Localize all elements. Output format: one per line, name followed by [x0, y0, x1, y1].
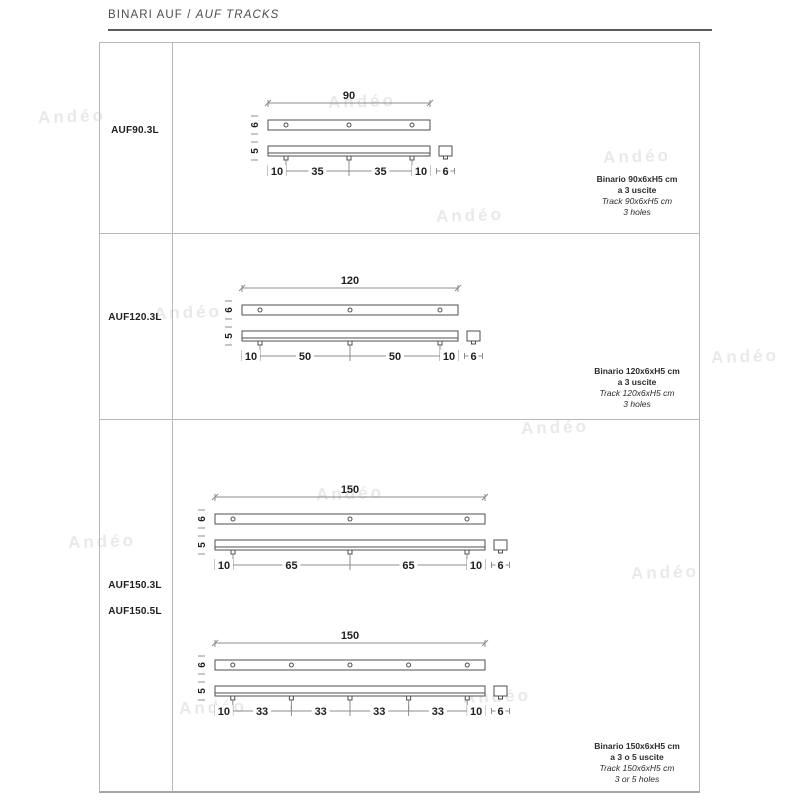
product-description: Binario 90x6xH5 cm a 3 uscite Track 90x6xH…: [560, 174, 714, 218]
description-line: 3 holes: [623, 207, 651, 217]
title-secondary: AUF TRACKS: [195, 9, 280, 21]
brand-watermark: Andéo: [710, 345, 780, 368]
product-code: AUF150.5L: [108, 606, 162, 617]
page-title: BINARI AUF / AUF TRACKS: [108, 9, 279, 21]
product-code: AUF90.3L: [111, 125, 159, 136]
column-divider: [172, 43, 173, 791]
title-separator: /: [182, 9, 196, 21]
description-line: 3 or 5 holes: [614, 774, 660, 784]
description-line: a 3 o 5 uscite: [610, 752, 664, 762]
description-line: Track 90x6xH5 cm: [601, 196, 673, 206]
title-rule: [108, 29, 712, 31]
description-line: Binario 90x6xH5 cm: [596, 174, 678, 184]
description-line: 3 holes: [623, 399, 651, 409]
description-line: Track 120x6xH5 cm: [599, 388, 675, 398]
row-divider: [100, 419, 699, 420]
description-line: Binario 150x6xH5 cm: [594, 741, 680, 751]
row-divider: [100, 233, 699, 234]
description-line: a 3 uscite: [617, 377, 657, 387]
product-description: Binario 150x6xH5 cm a 3 o 5 uscite Track 1…: [560, 741, 714, 785]
description-line: Binario 120x6xH5 cm: [594, 366, 680, 376]
spec-table: [99, 42, 700, 793]
product-code: AUF150.3L: [108, 580, 162, 591]
description-line: a 3 uscite: [617, 185, 657, 195]
title-main: BINARI AUF: [108, 9, 183, 21]
product-code: AUF120.3L: [108, 312, 162, 323]
description-line: Track 150x6xH5 cm: [599, 763, 675, 773]
brand-watermark: Andéo: [37, 105, 107, 128]
product-description: Binario 120x6xH5 cm a 3 uscite Track 120x6…: [560, 366, 714, 410]
